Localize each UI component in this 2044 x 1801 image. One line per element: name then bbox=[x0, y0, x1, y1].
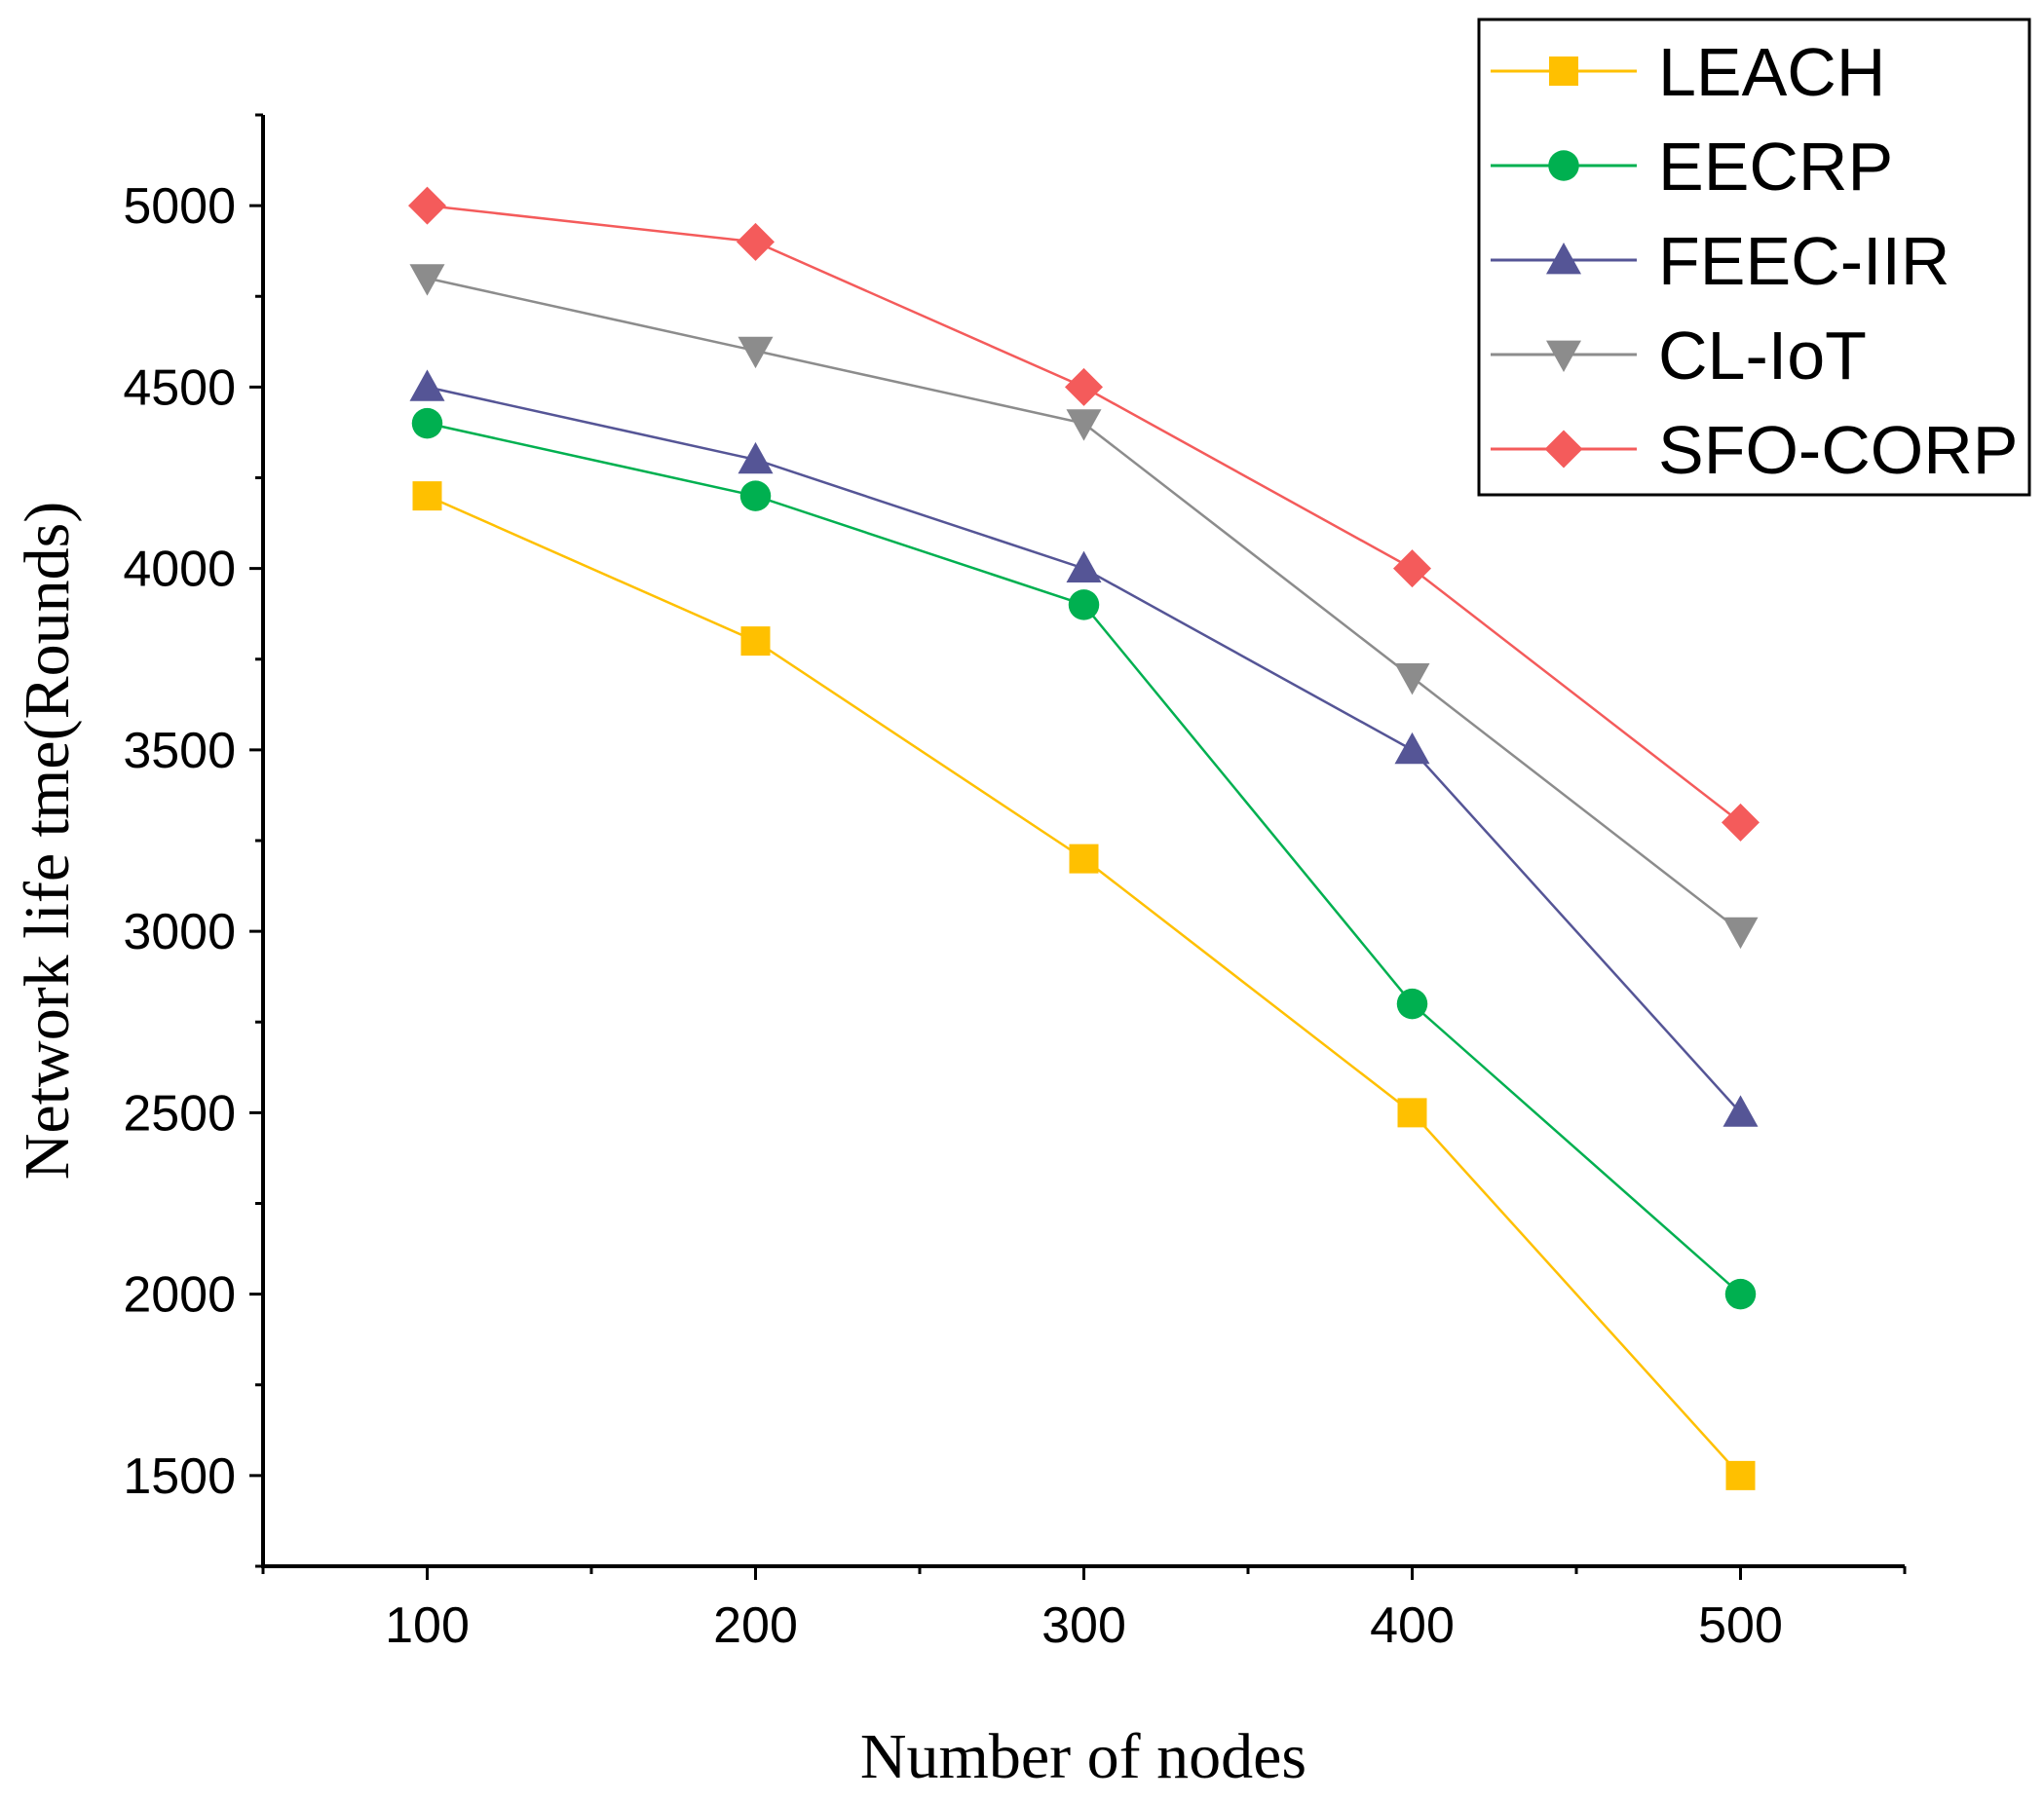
data-point-leach bbox=[740, 626, 771, 657]
data-point-cl-iot bbox=[1066, 409, 1102, 441]
data-point-eecrp bbox=[1068, 589, 1100, 620]
data-point-leach bbox=[412, 481, 442, 511]
legend-marker-cl-iot bbox=[1546, 340, 1581, 372]
data-point-eecrp bbox=[739, 480, 772, 511]
data-point-cl-iot bbox=[1722, 917, 1759, 950]
legend-label-eecrp: EECRP bbox=[1658, 129, 1893, 205]
x-tick-label: 400 bbox=[1370, 1597, 1455, 1654]
x-tick-label: 200 bbox=[713, 1597, 798, 1654]
data-point-eecrp bbox=[1724, 1278, 1757, 1310]
data-point-leach bbox=[1397, 1098, 1427, 1128]
y-tick-label: 5000 bbox=[123, 178, 236, 235]
y-tick-label: 4000 bbox=[123, 542, 236, 598]
x-tick-label: 500 bbox=[1698, 1597, 1783, 1654]
data-point-eecrp bbox=[411, 407, 443, 439]
data-point-cl-iot bbox=[1394, 662, 1430, 695]
data-point-feec-iir bbox=[409, 369, 445, 401]
y-tick-label: 1500 bbox=[123, 1448, 236, 1505]
y-axis-title: Network life tme(Rounds) bbox=[12, 502, 83, 1181]
y-tick-label: 2500 bbox=[123, 1085, 236, 1142]
data-point-cl-iot bbox=[738, 336, 774, 369]
data-point-feec-iir bbox=[1722, 1095, 1759, 1127]
legend-label-feec-iir: FEEC-IIR bbox=[1658, 223, 1949, 299]
y-tick-label: 2000 bbox=[123, 1267, 236, 1324]
data-point-sfo-corp bbox=[737, 222, 775, 261]
legend-label-sfo-corp: SFO-CORP bbox=[1658, 412, 2018, 488]
legend-label-leach: LEACH bbox=[1658, 34, 1885, 110]
legend-marker-sfo-corp bbox=[1544, 430, 1583, 469]
y-tick-label: 3000 bbox=[123, 904, 236, 960]
data-point-sfo-corp bbox=[1393, 549, 1431, 588]
legend-marker-leach bbox=[1549, 56, 1578, 86]
data-point-sfo-corp bbox=[1722, 803, 1760, 842]
y-ticks: 1500 2000 2500 3000 3500 4000 4500 5000 bbox=[123, 113, 263, 1568]
y-tick-label: 4500 bbox=[123, 359, 236, 416]
data-point-sfo-corp bbox=[408, 186, 446, 225]
y-tick-label: 3500 bbox=[123, 723, 236, 779]
data-point-leach bbox=[1069, 844, 1099, 874]
data-point-cl-iot bbox=[409, 264, 445, 296]
data-point-feec-iir bbox=[738, 441, 774, 474]
data-point-eecrp bbox=[1396, 988, 1428, 1020]
series-markers bbox=[408, 186, 1760, 1490]
legend-marker-feec-iir bbox=[1546, 243, 1581, 275]
x-tick-label: 300 bbox=[1041, 1597, 1126, 1654]
x-ticks: 100 200 300 400 500 bbox=[261, 1566, 1907, 1654]
data-point-feec-iir bbox=[1394, 732, 1430, 765]
legend: LEACH EECRP FEEC-IIR CL-IoT SFO-CORP bbox=[1477, 18, 2031, 497]
data-point-leach bbox=[1725, 1460, 1756, 1490]
x-tick-label: 100 bbox=[385, 1597, 470, 1654]
legend-marker-eecrp bbox=[1548, 150, 1579, 181]
data-point-feec-iir bbox=[1066, 550, 1102, 583]
legend-label-cl-iot: CL-IoT bbox=[1658, 318, 1867, 394]
series-line-leach bbox=[426, 494, 1742, 1477]
x-axis-title: Number of nodes bbox=[860, 1721, 1306, 1792]
data-point-sfo-corp bbox=[1065, 367, 1103, 406]
